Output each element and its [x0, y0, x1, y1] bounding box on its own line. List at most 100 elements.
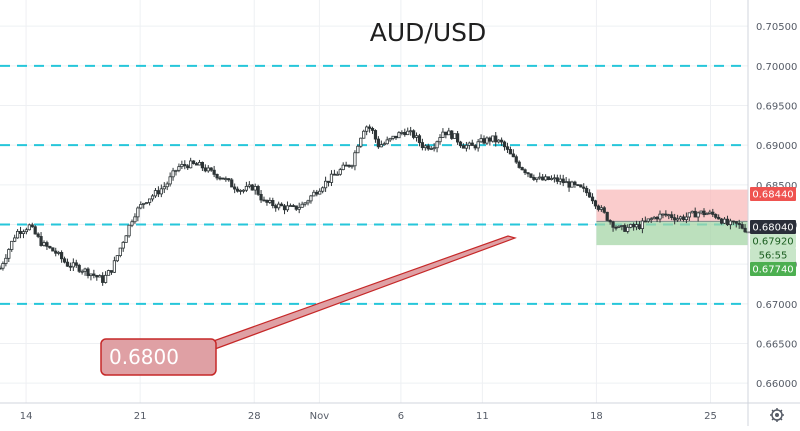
- y-tick-label: 0.69500: [756, 102, 797, 113]
- candle-body: [277, 203, 281, 209]
- candle-body: [147, 198, 152, 203]
- candle-body: [737, 222, 741, 225]
- gear-tooth: [771, 418, 774, 421]
- candle-body: [447, 130, 451, 136]
- candle-body: [605, 211, 609, 221]
- candle-body: [708, 211, 712, 214]
- candle-body: [576, 184, 580, 187]
- candle-body: [461, 145, 466, 149]
- candle-body: [291, 205, 295, 207]
- candle-body: [655, 216, 659, 220]
- candle-body: [740, 224, 744, 229]
- candle-body: [21, 231, 26, 234]
- candle-body: [306, 200, 310, 204]
- candle-body: [728, 220, 733, 226]
- candle-body: [388, 137, 392, 141]
- candle-body: [4, 257, 8, 264]
- candle-body: [526, 172, 530, 175]
- candle-body: [391, 135, 395, 139]
- candle-body: [194, 163, 199, 166]
- candle-body: [514, 156, 518, 163]
- candle-body: [670, 214, 674, 219]
- candle-body: [652, 216, 656, 220]
- candle-body: [133, 216, 137, 223]
- candle-body: [62, 258, 67, 263]
- candle-body: [200, 161, 204, 169]
- candle-body: [335, 173, 339, 176]
- candle-body: [30, 224, 34, 228]
- candle-body: [455, 133, 460, 143]
- candle-body: [268, 200, 272, 203]
- candle-body: [95, 275, 99, 278]
- x-tick-label: 6: [398, 411, 404, 422]
- candle-body: [676, 218, 680, 221]
- stop-zone: [596, 221, 748, 246]
- candle-body: [693, 210, 697, 218]
- candle-body: [112, 260, 116, 273]
- candle-body: [89, 273, 93, 277]
- candle-body: [720, 218, 724, 224]
- candle-body: [476, 141, 480, 149]
- candle-body: [83, 268, 87, 272]
- candle-body: [221, 177, 225, 180]
- candle-body: [15, 230, 20, 239]
- candle-body: [230, 179, 234, 188]
- price-tag-label: 56:55: [759, 251, 788, 262]
- y-tick-label: 0.66000: [756, 379, 797, 390]
- candle-body: [573, 181, 577, 186]
- candle-body: [426, 145, 430, 150]
- candle-body: [127, 224, 131, 237]
- candle-body: [414, 135, 419, 138]
- candle-body: [45, 242, 49, 247]
- candle-body: [499, 139, 504, 143]
- x-tick-label: 21: [134, 411, 147, 422]
- candle-body: [488, 137, 492, 142]
- candle-body: [36, 233, 40, 237]
- candle-body: [323, 180, 328, 189]
- candle-body: [241, 189, 246, 192]
- candle-body: [535, 177, 539, 180]
- candle-body: [497, 139, 501, 143]
- candle-body: [403, 131, 407, 136]
- candle-body: [485, 137, 489, 144]
- candle-body: [80, 270, 84, 273]
- candle-body: [303, 202, 307, 205]
- candle-body: [406, 130, 410, 136]
- candle-body: [359, 137, 363, 147]
- candle-body: [92, 273, 96, 276]
- candle-body: [620, 225, 624, 227]
- gear-tooth: [780, 418, 783, 421]
- candle-body: [171, 170, 175, 178]
- candle-body: [265, 199, 269, 203]
- candle-body: [673, 217, 677, 221]
- highlight-label: 0.6800: [109, 345, 179, 369]
- candle-body: [365, 126, 369, 132]
- candle-body: [367, 126, 372, 129]
- candle-body: [444, 131, 448, 136]
- candle-body: [106, 270, 111, 276]
- candle-body: [593, 200, 598, 207]
- candle-body: [288, 205, 293, 207]
- candle-body: [517, 161, 521, 168]
- candle-body: [156, 190, 160, 195]
- candle-body: [347, 164, 351, 167]
- candle-body: [271, 200, 275, 207]
- candle-body: [658, 213, 662, 220]
- candle-body: [329, 173, 334, 183]
- settings-gear-icon[interactable]: [770, 408, 784, 422]
- candle-body: [731, 220, 735, 223]
- candle-body: [218, 177, 222, 180]
- candle-body: [614, 226, 618, 229]
- candle-body: [98, 275, 102, 278]
- candle-body: [602, 207, 606, 213]
- candle-body: [743, 227, 747, 233]
- candle-body: [725, 218, 730, 226]
- candle-body: [464, 144, 469, 149]
- candle-body: [643, 220, 647, 223]
- gear-hub: [775, 413, 779, 417]
- candle-body: [523, 169, 527, 174]
- candle-body: [734, 221, 738, 224]
- candle-body: [491, 135, 495, 142]
- candle-body: [453, 133, 457, 139]
